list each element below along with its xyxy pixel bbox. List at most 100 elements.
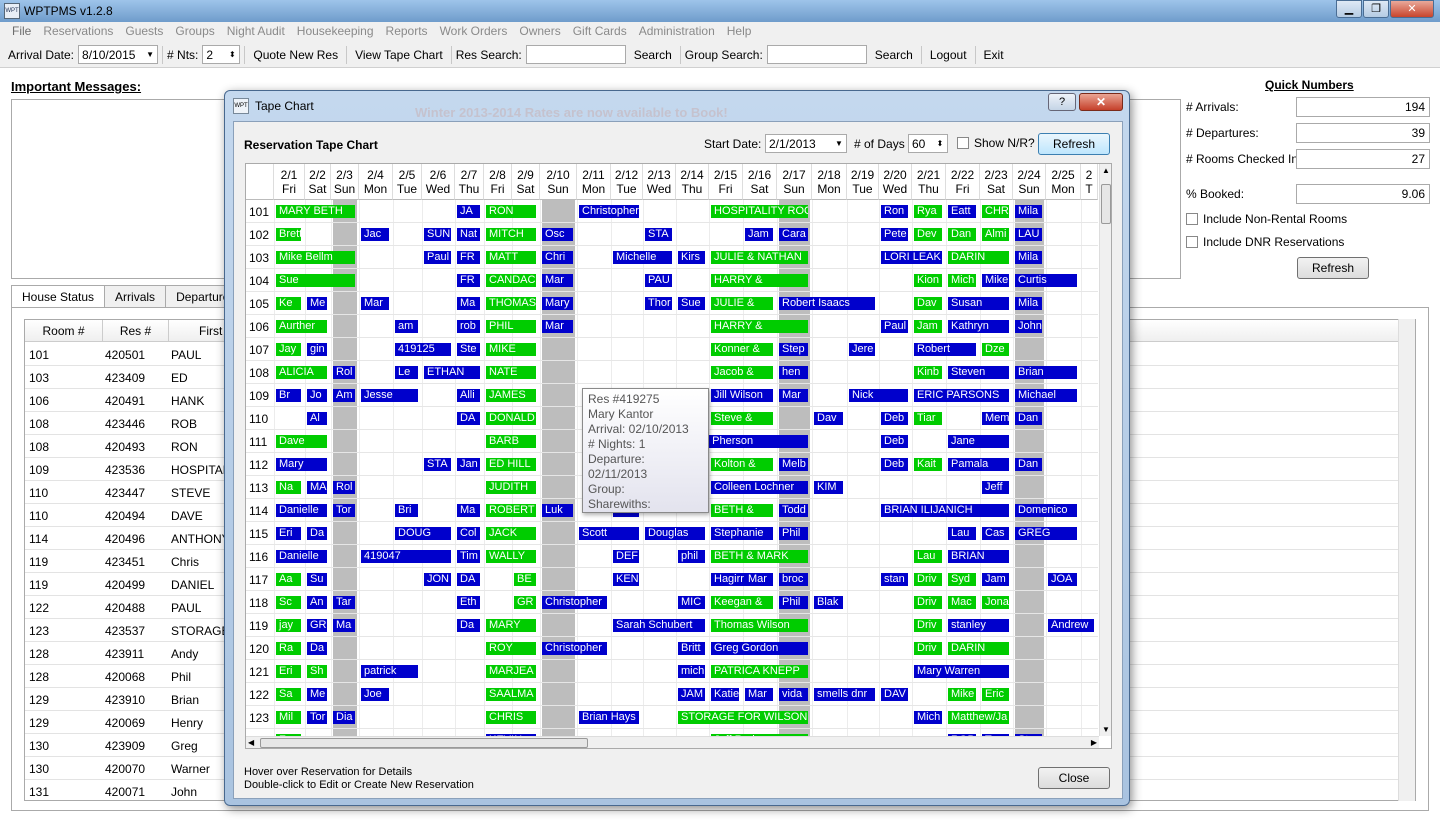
tab-house-status[interactable]: House Status <box>11 285 106 308</box>
reservation-bar[interactable]: Na <box>276 481 301 494</box>
reservation-bar[interactable]: Jere <box>849 343 875 356</box>
reservation-bar[interactable]: ROBERT <box>486 504 536 517</box>
reservation-bar[interactable]: Kinb <box>914 366 942 379</box>
reservation-bar[interactable]: mich <box>678 665 705 678</box>
reservation-bar[interactable]: Pete <box>881 228 908 241</box>
table-row[interactable]: 131 420071 John <box>25 780 1403 800</box>
reservation-bar[interactable]: broc <box>779 573 808 586</box>
reservation-bar[interactable]: Mary Warren <box>914 665 1009 678</box>
reservation-bar[interactable]: Mary <box>542 297 573 310</box>
reservation-bar[interactable]: Mary <box>276 458 327 471</box>
reservation-bar[interactable]: Da <box>307 527 327 540</box>
reservation-bar[interactable]: BRIAN ILIJANICH <box>881 504 1009 517</box>
reservation-bar[interactable]: Jam <box>914 320 942 333</box>
reservation-bar[interactable]: BE <box>514 573 536 586</box>
reservation-bar[interactable]: Ron <box>881 205 908 218</box>
reservation-bar[interactable]: NATE <box>486 366 536 379</box>
reservation-bar[interactable]: Ste <box>457 343 480 356</box>
reservation-bar[interactable]: THOMAS <box>486 297 536 310</box>
group-search-input[interactable] <box>766 45 867 64</box>
exit-button[interactable]: Exit <box>983 47 1004 62</box>
checkbox-box[interactable] <box>957 137 969 149</box>
menu-item-housekeeping[interactable]: Housekeeping <box>296 24 374 38</box>
reservation-bar[interactable]: Katie <box>711 688 739 701</box>
reservation-bar[interactable]: Tim <box>457 550 480 563</box>
res-search-button[interactable]: Search <box>633 47 672 62</box>
spinner-arrows-icon[interactable]: ⬍ <box>936 139 944 148</box>
reservation-bar[interactable]: Driv <box>914 642 942 655</box>
group-search-button[interactable]: Search <box>874 47 913 62</box>
reservation-bar[interactable]: Sa <box>276 688 301 701</box>
reservation-bar[interactable]: Ma <box>457 504 480 517</box>
date-header[interactable]: 2/11 Mon <box>577 164 611 200</box>
quick-numbers-refresh-button[interactable]: Refresh <box>1297 257 1369 279</box>
reservation-bar[interactable]: HARRY & <box>711 274 808 287</box>
reservation-bar[interactable]: Todd <box>779 504 808 517</box>
reservation-bar[interactable]: JOA <box>1048 573 1077 586</box>
reservation-bar[interactable]: Deb <box>881 412 908 425</box>
reservation-bar[interactable]: Me <box>307 688 327 701</box>
reservation-bar[interactable]: hen <box>779 366 808 379</box>
date-header[interactable]: 2/3 Sun <box>331 164 359 200</box>
reservation-bar[interactable]: MARY BETH <box>276 205 355 218</box>
reservation-bar[interactable]: Al <box>307 412 327 425</box>
reservation-bar[interactable]: Brian Hays <box>579 711 639 724</box>
reservation-bar[interactable]: PHIL <box>486 320 536 333</box>
reservation-bar[interactable]: Jac <box>361 228 389 241</box>
reservation-bar[interactable]: DA <box>457 412 480 425</box>
dnr-checkbox[interactable]: Include DNR Reservations <box>1186 235 1344 249</box>
reservation-bar[interactable]: Ma <box>333 619 355 632</box>
reservation-bar[interactable]: Christopher <box>579 205 639 218</box>
reservation-bar[interactable]: DEF <box>613 550 639 563</box>
reservation-bar[interactable]: Jam <box>745 228 773 241</box>
reservation-bar[interactable]: JULIE & NATHAN <box>711 251 808 264</box>
reservation-bar[interactable]: Dave <box>276 435 327 448</box>
reservation-bar[interactable]: Mich <box>914 711 942 724</box>
reservation-bar[interactable]: Jam <box>982 573 1009 586</box>
reservation-bar[interactable]: Steven <box>948 366 1009 379</box>
reservation-bar[interactable]: Jacob & <box>711 366 773 379</box>
date-header[interactable]: 2/20 Wed <box>879 164 912 200</box>
reservation-bar[interactable]: GREG <box>1015 527 1077 540</box>
reservation-bar[interactable]: Tor <box>307 711 327 724</box>
reservation-bar[interactable]: Jona <box>982 596 1009 609</box>
reservation-bar[interactable]: Da <box>457 619 480 632</box>
scroll-right-icon[interactable]: ▶ <box>1090 738 1097 747</box>
close-window-button[interactable]: ✕ <box>1390 0 1434 18</box>
reservation-bar[interactable]: DONALD <box>486 412 536 425</box>
reservation-bar[interactable]: Kait <box>914 458 942 471</box>
date-header[interactable]: 2/24 Sun <box>1013 164 1046 200</box>
reservation-bar[interactable]: Driv <box>914 619 942 632</box>
reservation-bar[interactable]: MIKE <box>486 343 536 356</box>
reservation-bar[interactable]: Andrew <box>1048 619 1094 632</box>
reservation-bar[interactable]: Paul <box>424 251 451 264</box>
reservation-bar[interactable]: Eri <box>276 527 301 540</box>
date-header[interactable]: 2/23 Sat <box>980 164 1013 200</box>
reservation-bar[interactable]: Christopher <box>542 596 607 609</box>
reservation-bar[interactable]: MIC <box>678 596 705 609</box>
minimize-button[interactable]: ▁ <box>1336 0 1362 18</box>
reservation-bar[interactable]: Stephanie <box>711 527 773 540</box>
reservation-bar[interactable]: Kion <box>914 274 942 287</box>
reservation-bar[interactable]: Phil <box>779 596 808 609</box>
reservation-bar[interactable]: Rya <box>914 205 942 218</box>
reservation-bar[interactable]: Sh <box>307 665 327 678</box>
vscroll-thumb[interactable] <box>1101 184 1111 224</box>
reservation-bar[interactable]: Mila <box>1015 297 1042 310</box>
reservation-bar[interactable]: Sue <box>678 297 705 310</box>
start-date-picker[interactable]: 2/1/2013 ▼ <box>765 134 847 153</box>
date-header[interactable]: 2/19 Tue <box>847 164 879 200</box>
reservation-bar[interactable]: 419047 <box>361 550 451 563</box>
reservation-bar[interactable]: Dze <box>982 343 1009 356</box>
reservation-bar[interactable]: Deb <box>881 435 908 448</box>
reservation-bar[interactable]: Lau <box>948 527 976 540</box>
reservation-bar[interactable]: Jeff <box>982 481 1009 494</box>
reservation-bar[interactable]: Scott <box>579 527 639 540</box>
reservation-bar[interactable]: HARRY & <box>711 320 808 333</box>
menu-item-owners[interactable]: Owners <box>519 24 561 38</box>
reservation-bar[interactable]: gin <box>307 343 327 356</box>
maximize-button[interactable]: ❐ <box>1363 0 1389 18</box>
reservation-bar[interactable]: ED HILL <box>486 458 536 471</box>
reservation-bar[interactable]: Dav <box>814 412 843 425</box>
